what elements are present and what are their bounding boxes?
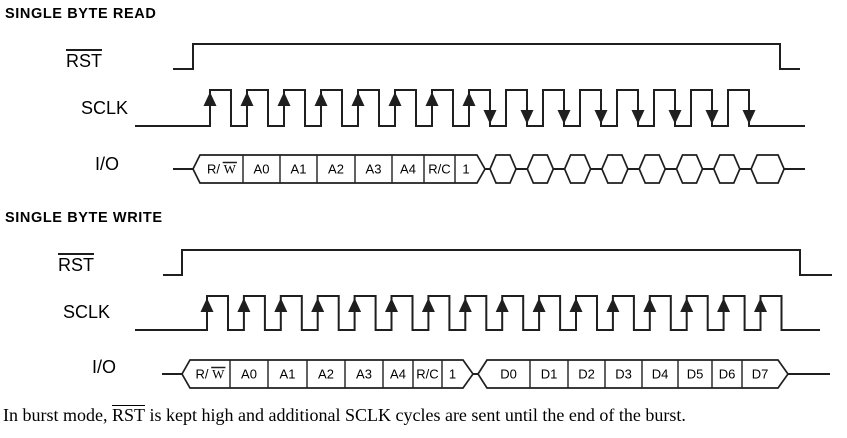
bit-cell-label: D6 [719,367,736,382]
bit-cell-label: A1 [291,162,307,177]
bit-cell-label: D3 [615,367,632,382]
sclk-rising-edge-arrow [237,298,251,312]
high-impedance-hexagon [675,154,704,184]
sclk-rising-edge-arrow [717,298,731,312]
sclk-rising-edge-arrow [569,298,583,312]
sclk-rising-edge-arrow [311,298,325,312]
high-impedance-hexagon [563,154,592,184]
sclk-waveform [135,295,820,331]
burst-mode-note: In burst mode, RST is kept high and addi… [3,405,686,426]
sclk-falling-edge-arrow [483,110,497,124]
sclk-signal-label-read: SCLK [81,98,129,118]
caption-prefix: In burst mode, [3,405,112,425]
bit-cell-label: D7 [752,367,769,382]
sclk-rising-edge-arrow [314,92,328,106]
rst-signal-label-read: RST [66,49,102,72]
sclk-waveform [135,89,805,127]
sclk-falling-edge-arrow [594,110,608,124]
sclk-rising-edge-arrow [606,298,620,312]
sclk-rising-edge-arrow [385,298,398,312]
bit-cell-label: A0 [241,367,257,382]
sclk-rising-edge-arrow [458,298,472,312]
sclk-falling-edge-arrow [631,110,645,124]
bit-cell-label: D0 [500,367,517,382]
sclk-rising-edge-arrow [532,298,546,312]
sclk-rising-edge-arrow [348,298,362,312]
sclk-rising-edge-arrow [240,92,254,106]
bit-cell-label: R/C [428,162,450,177]
bit-cell-label: A1 [280,367,296,382]
rst-signal-label-write: RST [58,253,94,276]
bit-cell-label: D1 [541,367,558,382]
high-impedance-hexagon [638,154,667,184]
sclk-rising-edge-arrow [421,298,435,312]
sclk-rising-edge-arrow [274,298,288,312]
single-byte-read-waveforms: R/ W A0 A1 A2 A3 A4 R/C 1 [135,43,805,184]
sclk-falling-edge-arrow [557,110,571,124]
single-byte-write-waveforms: R/ W A0 A1 A2 A3 A4 R/C 1 D0 D1 D2 D3 D4 D5 D6 D7 [135,249,832,389]
bit-cell-label: A0 [254,162,270,177]
bit-cell-label: A2 [318,367,334,382]
bit-cell-label: R/ W [196,367,226,382]
high-impedance-hexagon [750,154,786,184]
sclk-falling-edge-arrow [742,110,756,124]
section-title-single-byte-read: SINGLE BYTE READ [5,6,157,22]
sclk-rising-edge-arrow [643,298,657,312]
bit-cell-label: A4 [390,367,406,382]
sclk-falling-edge-arrow [668,110,682,124]
sclk-rising-edge-arrow [754,298,767,312]
rst-overline-text: RST [66,49,102,71]
bit-cell-label: A3 [356,367,372,382]
bit-cell-label: R/ W [207,162,237,177]
high-impedance-hexagon [600,154,629,184]
bit-cell-label: 1 [462,162,469,177]
section-title-single-byte-write: SINGLE BYTE WRITE [5,210,163,226]
sclk-rising-edge-arrow [388,92,402,106]
sclk-falling-edge-arrow [705,110,719,124]
high-impedance-hexagon [489,154,517,184]
io-signal-label-read: I/O [95,154,120,174]
sclk-rising-edge-arrow [200,298,214,312]
sclk-rising-edge-arrow [462,92,476,106]
io-signal-label-write: I/O [92,357,117,377]
sclk-rising-edge-arrow [495,298,509,312]
sclk-rising-edge-arrow [203,92,217,106]
bit-cell-label: R/C [416,367,438,382]
bit-cell-label: D2 [578,367,595,382]
sclk-falling-edge-arrow [520,110,534,124]
sclk-rising-edge-arrow [425,92,439,106]
bit-cell-label: A3 [366,162,382,177]
sclk-rising-edge-arrow [680,298,694,312]
rst-waveform [173,43,800,70]
bit-cell-label: D5 [687,367,704,382]
sclk-signal-label-write: SCLK [63,302,111,322]
bit-cell-label: A2 [328,162,344,177]
rst-waveform [163,249,832,276]
rst-overline-text: RST [58,253,94,275]
high-impedance-hexagon [526,154,555,184]
high-impedance-hexagon [712,154,741,184]
bit-cell-label: A4 [400,162,416,177]
sclk-rising-edge-arrow [277,92,291,106]
bit-cell-label: D4 [652,367,669,382]
caption-suffix: is kept high and additional SCLK cycles … [145,405,686,425]
rst-overline-text: RST [111,405,145,425]
sclk-rising-edge-arrow [351,92,365,106]
bit-cell-label: 1 [449,367,456,382]
